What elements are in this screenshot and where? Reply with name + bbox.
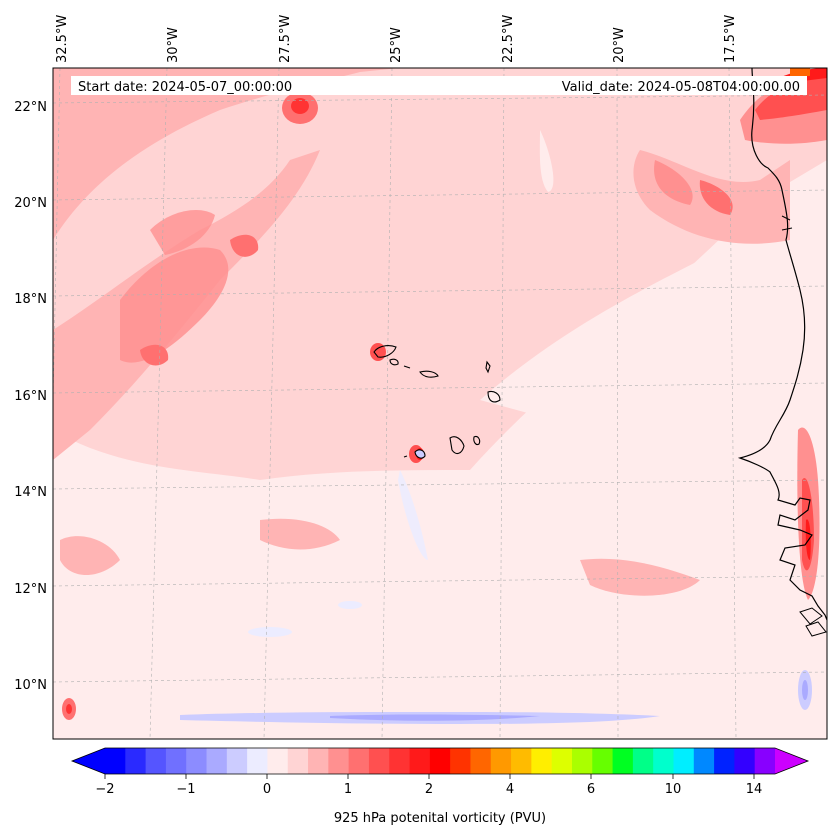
colorbar-swatch <box>429 748 451 774</box>
lat-label: 16°N <box>14 389 47 404</box>
colorbar-swatch <box>125 748 147 774</box>
colorbar-tick-label: 0 <box>263 782 271 797</box>
lon-label: 32.5°W <box>55 15 70 63</box>
coastline-africa <box>737 68 827 621</box>
colorbar-tick-label: 10 <box>665 782 682 797</box>
lat-label: 20°N <box>14 196 47 211</box>
lat-label: 12°N <box>14 582 47 597</box>
colorbar-swatch <box>165 748 187 774</box>
pv-field <box>53 68 827 739</box>
lon-label: 27.5°W <box>278 15 293 63</box>
colorbar-tick-label: 1 <box>344 782 352 797</box>
lon-label: 20°W <box>612 27 627 63</box>
coastline-detail <box>781 215 793 231</box>
colorbar-swatch <box>571 748 593 774</box>
map-frame <box>52 67 828 740</box>
valid-date-label: Valid_date: 2024-05-08T04:00:00.00 <box>562 80 800 95</box>
colorbar-swatch <box>206 748 228 774</box>
colorbar-swatch <box>734 748 756 774</box>
colorbar-swatch <box>267 748 289 774</box>
colorbar-tick-label: 2 <box>425 782 433 797</box>
lat-label: 18°N <box>14 292 47 307</box>
pv-strong-patches <box>120 160 733 366</box>
colorbar-swatch <box>105 748 126 774</box>
latitude-labels: 22°N 20°N 18°N 16°N 14°N 12°N 10°N <box>14 100 47 693</box>
colorbar-swatch <box>673 748 695 774</box>
colorbar-swatch <box>308 748 329 774</box>
colorbar-title: 925 hPa potenital vorticity (PVU) <box>334 811 546 826</box>
colorbar-ticks <box>104 774 755 779</box>
lon-label: 17.5°W <box>723 15 738 63</box>
colorbar-over-arrow <box>775 748 808 774</box>
colorbar-swatch <box>348 748 370 774</box>
colorbar-swatch <box>490 748 512 774</box>
colorbar-swatch <box>247 748 268 774</box>
colorbar-tick-label: −2 <box>95 782 114 797</box>
colorbar-swatch <box>551 748 573 774</box>
lon-label: 30°W <box>166 27 181 63</box>
colorbar-swatch <box>754 748 776 774</box>
colorbar-swatch <box>368 748 390 774</box>
lat-label: 14°N <box>14 485 47 500</box>
lat-label: 10°N <box>14 678 47 693</box>
colorbar-under-arrow <box>72 748 105 774</box>
colorbar-swatch <box>226 748 248 774</box>
pv-negative-streak <box>398 470 428 560</box>
coastline-bissagos <box>799 607 827 637</box>
colorbar-tick-label: 4 <box>506 782 514 797</box>
lon-label: 22.5°W <box>501 15 516 63</box>
longitude-labels: 32.5°W 30°W 27.5°W 25°W 22.5°W 20°W 17.5… <box>55 15 738 63</box>
date-banner: Start date: 2024-05-07_00:00:00 Valid_da… <box>71 76 807 95</box>
colorbar-swatch <box>450 748 471 774</box>
colorbar-swatch <box>328 748 350 774</box>
colorbar-tick-label: 6 <box>587 782 595 797</box>
colorbar-swatch <box>511 748 532 774</box>
colorbar-swatch <box>531 748 553 774</box>
lon-label: 25°W <box>389 27 404 63</box>
colorbar-swatch <box>389 748 411 774</box>
colorbar-swatch <box>653 748 674 774</box>
colorbar-swatch <box>592 748 614 774</box>
colorbar-swatch <box>186 748 208 774</box>
colorbar-swatch <box>612 748 634 774</box>
colorbar-swatch <box>714 748 735 774</box>
colorbar-swatches <box>105 748 776 774</box>
colorbar-tick-label: −1 <box>176 782 195 797</box>
colorbar-swatch <box>145 748 167 774</box>
colorbar: −2 −1 0 1 2 4 6 10 14 925 hPa potenital … <box>70 747 810 826</box>
colorbar-swatch <box>632 748 654 774</box>
cape-verde-islands <box>373 345 501 459</box>
date-banner-bg <box>71 76 807 95</box>
colorbar-tick-labels: −2 −1 0 1 2 4 6 10 14 <box>95 782 762 797</box>
colorbar-swatch <box>409 748 431 774</box>
colorbar-tick-label: 14 <box>746 782 763 797</box>
graticule <box>53 68 827 739</box>
pv-hotspot-north <box>282 92 318 124</box>
colorbar-swatch <box>470 748 492 774</box>
lat-label: 22°N <box>14 100 47 115</box>
colorbar-swatch <box>693 748 715 774</box>
colorbar-swatch <box>287 748 309 774</box>
start-date-label: Start date: 2024-05-07_00:00:00 <box>78 80 292 95</box>
pv-negative-band <box>180 601 812 724</box>
